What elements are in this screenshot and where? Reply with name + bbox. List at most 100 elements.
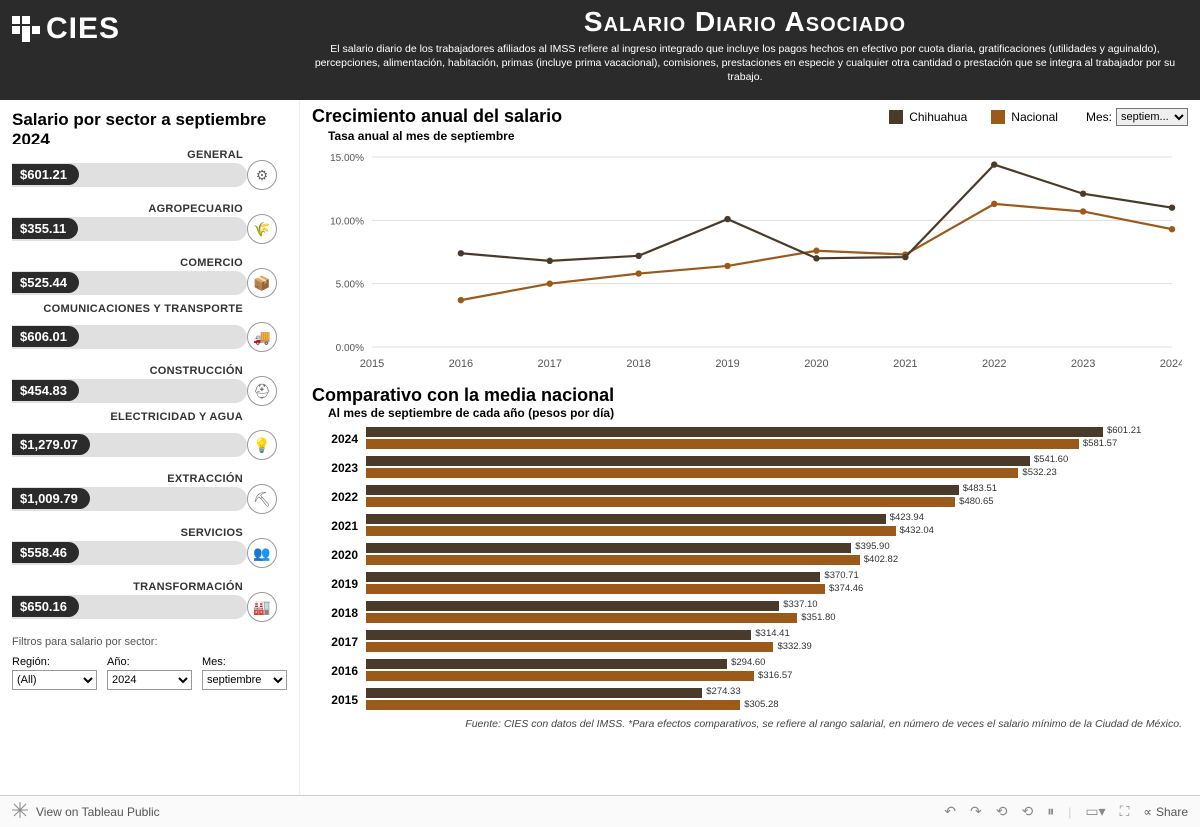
bar-nacional[interactable]: [366, 584, 825, 594]
bar-value-nacional: $581.57: [1083, 438, 1117, 449]
bar-year-label: 2015: [312, 693, 366, 707]
bar-chihuahua[interactable]: [366, 543, 851, 553]
undo-icon[interactable]: ↶: [944, 803, 956, 820]
fullscreen-icon[interactable]: ⛶: [1120, 803, 1130, 820]
filter-mes-select[interactable]: septiembre: [202, 670, 287, 690]
line-chart-title: Crecimiento anual del salario: [312, 106, 562, 127]
sector-item[interactable]: Comunicaciones y transporte$606.01🚚: [12, 312, 287, 352]
sidebar-title: Salario por sector a septiembre 2024: [12, 100, 287, 144]
svg-text:2018: 2018: [626, 358, 650, 370]
sector-label: Transformación: [133, 582, 243, 593]
redo-icon[interactable]: ↷: [970, 803, 982, 820]
bar-year-label: 2023: [312, 461, 366, 475]
bar-nacional[interactable]: [366, 526, 896, 536]
sector-label: Construcción: [150, 366, 243, 377]
sector-value: $525.44: [12, 272, 79, 293]
sector-label: Electricidad y agua: [110, 412, 243, 423]
sector-icon: ⚙: [247, 160, 277, 190]
bar-row: 2018$337.10$351.80: [312, 598, 1188, 627]
bar-chihuahua[interactable]: [366, 427, 1103, 437]
svg-text:2020: 2020: [804, 358, 828, 370]
bar-value-chihuahua: $483.51: [963, 483, 997, 494]
share-icon: ∝: [1143, 805, 1152, 819]
bar-row: 2023$541.60$532.23: [312, 453, 1188, 482]
bar-value-nacional: $532.23: [1022, 467, 1056, 478]
bar-year-label: 2020: [312, 548, 366, 562]
legend-chihuahua: Chihuahua: [889, 110, 967, 124]
filter-region-select[interactable]: (All): [12, 670, 97, 690]
bar-chihuahua[interactable]: [366, 630, 751, 640]
bar-chihuahua[interactable]: [366, 456, 1030, 466]
bar-nacional[interactable]: [366, 671, 754, 681]
logo: CIES: [12, 12, 120, 46]
bar-nacional[interactable]: [366, 497, 955, 507]
svg-text:15.00%: 15.00%: [330, 153, 364, 164]
bar-nacional[interactable]: [366, 555, 860, 565]
revert-icon[interactable]: ⟲: [996, 803, 1008, 820]
bar-nacional[interactable]: [366, 700, 740, 710]
bar-year-label: 2022: [312, 490, 366, 504]
bar-value-chihuahua: $395.90: [855, 541, 889, 552]
bar-nacional[interactable]: [366, 642, 773, 652]
svg-text:0.00%: 0.00%: [336, 343, 364, 354]
sector-item[interactable]: Electricidad y agua$1,279.07💡: [12, 420, 287, 460]
sector-value: $355.11: [12, 218, 78, 239]
svg-text:2019: 2019: [715, 358, 739, 370]
bar-chart-subtitle: Al mes de septiembre de cada año (pesos …: [328, 406, 1188, 420]
bar-chihuahua[interactable]: [366, 514, 886, 524]
bar-chihuahua[interactable]: [366, 572, 820, 582]
filter-mes-label: Mes:: [202, 656, 287, 668]
bar-nacional[interactable]: [366, 439, 1079, 449]
svg-text:5.00%: 5.00%: [336, 280, 364, 291]
sector-label: General: [187, 150, 243, 161]
device-icon[interactable]: ▭▾: [1085, 803, 1105, 820]
pause-icon[interactable]: ⏸: [1047, 803, 1054, 820]
sector-item[interactable]: Extracción$1,009.79⛏: [12, 474, 287, 514]
bar-nacional[interactable]: [366, 468, 1018, 478]
legend-swatch-nacional: [991, 110, 1005, 124]
sector-item[interactable]: Servicios$558.46👥: [12, 528, 287, 568]
sector-value: $558.46: [12, 542, 79, 563]
footer-left[interactable]: View on Tableau Public: [12, 802, 160, 821]
bar-nacional[interactable]: [366, 613, 797, 623]
share-label: Share: [1156, 805, 1188, 819]
sector-value: $1,009.79: [12, 488, 90, 509]
sector-item[interactable]: Transformación$650.16🏭: [12, 582, 287, 622]
mes-picker: Mes: septiem...: [1086, 108, 1188, 126]
sector-item[interactable]: Agropecuario$355.11🌾: [12, 204, 287, 244]
refresh-icon[interactable]: ⟲: [1021, 803, 1033, 820]
bar-year-label: 2021: [312, 519, 366, 533]
bar-value-nacional: $305.28: [744, 699, 778, 710]
mes-picker-select[interactable]: septiem...: [1116, 108, 1188, 126]
bar-row: 2020 $395.90 $402.82: [312, 540, 1188, 569]
sector-value: $454.83: [12, 380, 79, 401]
bar-value-nacional: $316.57: [758, 670, 792, 681]
bar-chihuahua[interactable]: [366, 485, 959, 495]
logo-icon: [12, 16, 42, 42]
bar-chihuahua[interactable]: [366, 601, 779, 611]
sector-icon: ⛏: [247, 484, 277, 514]
bar-chihuahua[interactable]: [366, 688, 702, 698]
sector-value: $650.16: [12, 596, 79, 617]
main: Crecimiento anual del salario Chihuahua …: [300, 100, 1200, 795]
bar-value-nacional: $480.65: [959, 496, 993, 507]
svg-text:2024: 2024: [1160, 358, 1182, 370]
bar-value-chihuahua: $314.41: [755, 628, 789, 639]
bar-chart-title: Comparativo con la media nacional: [312, 385, 1188, 406]
filter-anio-label: Año:: [107, 656, 192, 668]
bar-value-nacional: $402.82: [864, 554, 898, 565]
sector-item[interactable]: Comercio$525.44📦: [12, 258, 287, 298]
bar-row: 2019$370.71$374.46: [312, 569, 1188, 598]
share-button[interactable]: ∝ Share: [1143, 805, 1188, 819]
logo-text: CIES: [46, 12, 120, 46]
sector-item[interactable]: Construcción$454.83⛑: [12, 366, 287, 406]
bar-chihuahua[interactable]: [366, 659, 727, 669]
bar-row: 2021$423.94$432.04: [312, 511, 1188, 540]
header: CIES Salario Diario Asociado El salario …: [0, 0, 1200, 100]
sector-item[interactable]: General $601.21 ⚙: [12, 150, 287, 190]
filter-region-label: Región:: [12, 656, 97, 668]
sector-value: $601.21: [12, 164, 79, 185]
filter-anio-select[interactable]: 2024: [107, 670, 192, 690]
sector-icon: 💡: [247, 430, 277, 460]
logo-area: CIES: [12, 6, 302, 94]
